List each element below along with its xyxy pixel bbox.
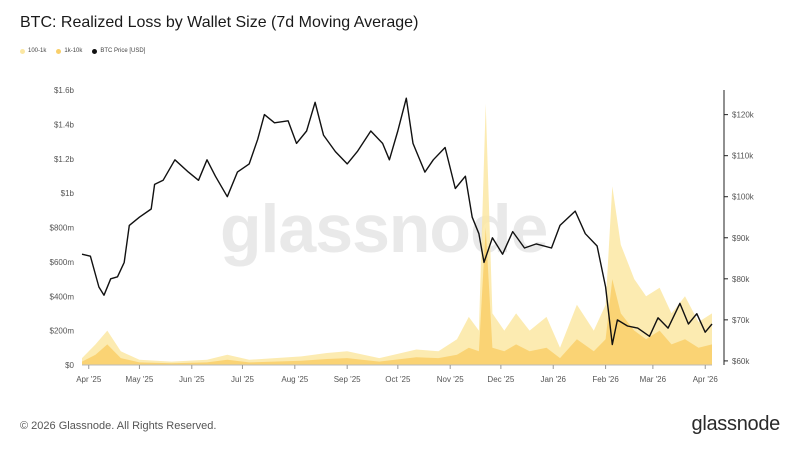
price-line bbox=[81, 97, 713, 346]
legend-label-100-1k: 100-1k bbox=[28, 48, 47, 54]
footer-logo: glassnode bbox=[691, 413, 781, 435]
legend-item-btc-price[interactable]: BTC Price [USD] bbox=[92, 48, 145, 54]
legend-item-1k-10k[interactable]: 1k-10k bbox=[56, 48, 82, 54]
y-left-tick-label: $1.2b bbox=[54, 155, 75, 164]
y-right-tick-label: $110k bbox=[732, 152, 754, 161]
y-right-tick-label: $100k bbox=[732, 193, 755, 202]
price-layer bbox=[81, 97, 713, 346]
axes-layer: Apr '25 May '25 Jun '25 Jul '25 Aug '25 Sep '… bbox=[50, 86, 755, 384]
x-tick-label: Mar '26 bbox=[640, 375, 667, 384]
x-tick-label: Dec '25 bbox=[487, 375, 514, 384]
x-tick-label: Aug '25 bbox=[281, 375, 308, 384]
chart-title: BTC: Realized Loss by Wallet Size (7d Mo… bbox=[20, 14, 419, 31]
chart-legend: 100-1k 1k-10k BTC Price [USD] bbox=[20, 48, 145, 54]
legend-item-100-1k[interactable]: 100-1k bbox=[20, 48, 46, 54]
x-tick-label: Jun '25 bbox=[179, 375, 205, 384]
x-tick-label: Apr '25 bbox=[76, 375, 102, 384]
y-right-tick-label: $90k bbox=[732, 234, 750, 243]
area-1k-10k bbox=[82, 227, 712, 365]
y-right-tick-label: $120k bbox=[732, 111, 755, 120]
y-left-tick-label: $1.6b bbox=[54, 86, 75, 95]
y-left-tick-label: $800m bbox=[50, 224, 75, 233]
y-left-tick-label: $0 bbox=[65, 361, 74, 370]
y-right-tick-label: $60k bbox=[732, 357, 750, 366]
legend-label-btc-price: BTC Price [USD] bbox=[100, 48, 146, 54]
x-tick-label: Jan '26 bbox=[540, 375, 566, 384]
y-left-tick-label: $600m bbox=[50, 258, 75, 267]
footer-copyright: © 2026 Glassnode. All Rights Reserved. bbox=[20, 420, 217, 432]
area-layer bbox=[82, 103, 712, 366]
watermark-logo: glassnode bbox=[220, 191, 548, 267]
x-tick-label: Apr '26 bbox=[693, 375, 719, 384]
y-right-tick-label: $70k bbox=[732, 316, 750, 325]
y-left-tick-label: $200m bbox=[50, 327, 75, 336]
y-left-tick-label: $1.4b bbox=[54, 120, 75, 129]
legend-dot-1k-10k bbox=[56, 48, 62, 54]
x-tick-label: Feb '26 bbox=[592, 375, 619, 384]
x-tick-label: Oct '25 bbox=[385, 375, 411, 384]
legend-label-1k-10k: 1k-10k bbox=[64, 48, 83, 54]
chart-canvas[interactable]: Apr '25 May '25 Jun '25 Jul '25 Aug '25 Sep '… bbox=[0, 0, 800, 400]
y-right-tick-label: $80k bbox=[732, 275, 750, 284]
x-tick-label: Sep '25 bbox=[334, 375, 361, 384]
x-tick-label: May '25 bbox=[126, 375, 154, 384]
y-left-tick-label: $400m bbox=[50, 292, 75, 301]
y-left-tick-label: $1b bbox=[61, 189, 75, 198]
x-tick-label: Jul '25 bbox=[231, 375, 254, 384]
legend-dot-btc-price bbox=[92, 48, 98, 54]
x-tick-label: Nov '25 bbox=[437, 375, 464, 384]
legend-dot-100-1k bbox=[20, 48, 25, 54]
